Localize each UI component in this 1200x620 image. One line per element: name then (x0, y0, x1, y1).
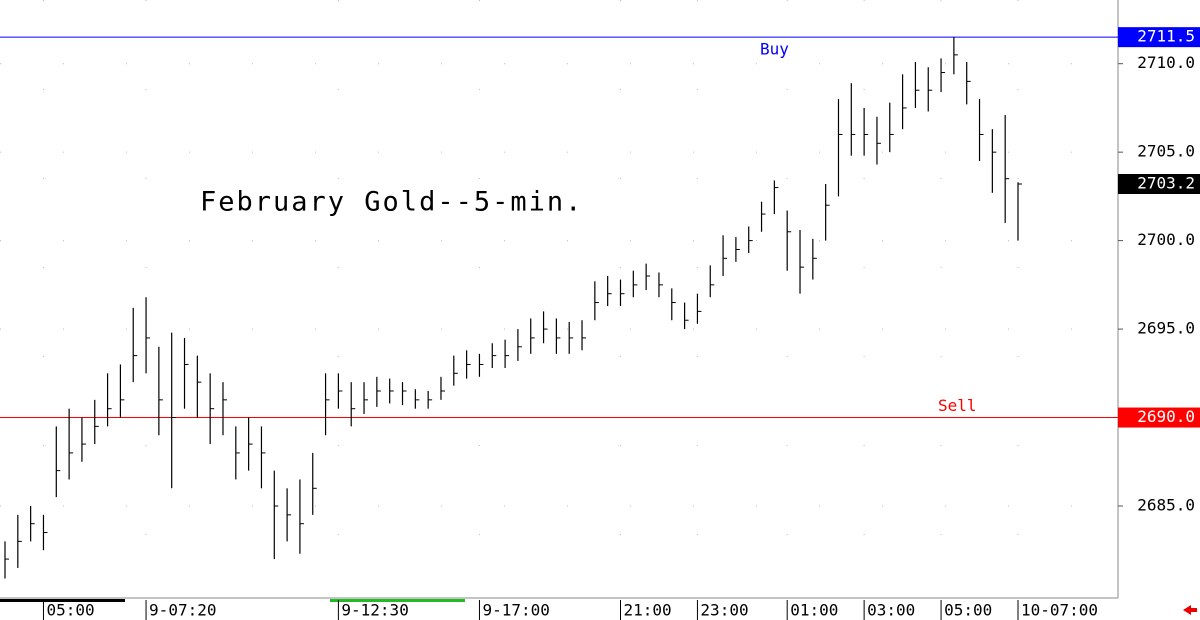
x-tick-label: 23:00 (700, 601, 748, 620)
x-tick-label: 05:00 (46, 601, 94, 620)
y-tick-label: 2710.0 (1137, 53, 1195, 72)
session-bar (0, 599, 125, 602)
level-label: 2711.5 (1137, 27, 1195, 46)
x-tick-label: 05:00 (944, 601, 992, 620)
x-tick-label: 21:00 (623, 601, 671, 620)
level-box (1118, 407, 1200, 428)
level-label: 2690.0 (1137, 407, 1195, 426)
y-tick-label: 2705.0 (1137, 142, 1195, 161)
x-tick-label: 9-12:30 (341, 601, 408, 620)
y-tick-label: 2695.0 (1137, 319, 1195, 338)
level-name: Sell (938, 396, 977, 415)
session-bar (330, 599, 465, 602)
last-box (1118, 174, 1200, 194)
level-box (1118, 27, 1200, 48)
x-tick-label: 03:00 (867, 601, 915, 620)
y-tick-label: 2685.0 (1137, 496, 1195, 515)
x-tick-label: 9-07:20 (149, 601, 216, 620)
x-tick-label: 01:00 (790, 601, 838, 620)
level-name: Buy (760, 40, 789, 59)
x-tick-label: 9-17:00 (482, 601, 549, 620)
chart-title: February Gold--5-min. (200, 187, 583, 218)
x-tick-label: 10-07:00 (1021, 601, 1098, 620)
last-label: 2703.2 (1137, 174, 1195, 193)
y-tick-label: 2700.0 (1137, 230, 1195, 249)
scroll-arrow (1183, 605, 1197, 615)
